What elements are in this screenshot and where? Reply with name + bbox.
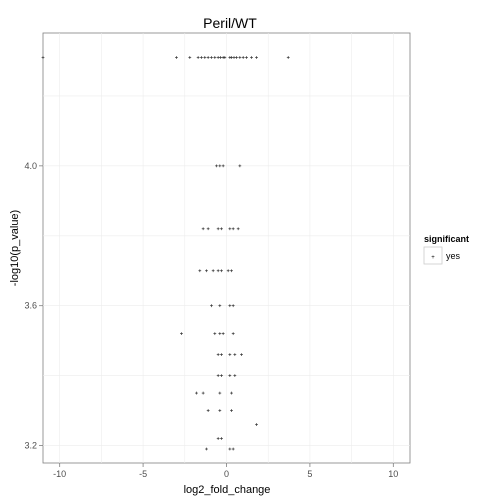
y-tick-label: 4.0 bbox=[24, 161, 37, 171]
data-points bbox=[41, 56, 290, 451]
data-point bbox=[240, 353, 243, 357]
data-point bbox=[230, 56, 233, 59]
data-point bbox=[216, 227, 220, 231]
x-axis-ticks: -10 -5 0 5 10 bbox=[53, 463, 398, 479]
y-axis-title: -log10(p_value) bbox=[9, 210, 21, 286]
data-point bbox=[220, 353, 223, 357]
data-point bbox=[232, 56, 236, 59]
data-point bbox=[255, 56, 258, 59]
data-point bbox=[200, 56, 203, 59]
data-point bbox=[41, 56, 45, 59]
x-tick-label: 5 bbox=[307, 469, 312, 479]
x-tick-label: 10 bbox=[388, 469, 398, 479]
data-point bbox=[223, 56, 227, 59]
data-point bbox=[241, 56, 245, 59]
data-point bbox=[213, 56, 217, 59]
legend-key-glyph: + bbox=[431, 255, 435, 261]
data-point bbox=[205, 447, 208, 451]
data-point bbox=[218, 332, 222, 336]
data-point bbox=[230, 409, 233, 412]
data-point bbox=[228, 227, 232, 231]
data-point bbox=[230, 269, 233, 273]
data-point bbox=[220, 227, 223, 231]
data-point bbox=[206, 409, 210, 412]
grid-lines bbox=[43, 33, 410, 463]
x-tick-label: -5 bbox=[139, 469, 147, 479]
y-tick-label: 3.2 bbox=[24, 441, 37, 451]
data-point bbox=[221, 332, 225, 336]
legend-label-yes: yes bbox=[446, 251, 461, 261]
data-point bbox=[228, 304, 232, 308]
data-point bbox=[228, 353, 232, 357]
data-point bbox=[220, 437, 223, 440]
legend: significant + yes bbox=[423, 234, 469, 265]
data-point bbox=[216, 374, 220, 378]
data-point bbox=[218, 304, 222, 308]
data-point bbox=[203, 56, 207, 59]
data-point bbox=[218, 164, 222, 168]
x-tick-label: 0 bbox=[224, 469, 229, 479]
data-point bbox=[216, 437, 220, 440]
data-point bbox=[205, 269, 208, 273]
data-point bbox=[215, 164, 218, 168]
data-point bbox=[238, 164, 242, 168]
data-point bbox=[228, 374, 232, 378]
data-point bbox=[210, 56, 213, 59]
x-tick-label: -10 bbox=[53, 469, 66, 479]
data-point bbox=[220, 374, 223, 378]
data-point bbox=[231, 304, 235, 308]
data-point bbox=[198, 269, 202, 273]
data-point bbox=[233, 374, 237, 378]
data-point bbox=[196, 56, 200, 59]
data-point bbox=[250, 56, 253, 59]
data-point bbox=[195, 391, 198, 395]
data-point bbox=[228, 447, 232, 451]
data-point bbox=[231, 227, 235, 231]
data-point bbox=[245, 56, 248, 59]
data-point bbox=[201, 227, 205, 231]
data-point bbox=[238, 56, 242, 59]
data-point bbox=[221, 164, 225, 168]
data-point bbox=[180, 332, 183, 336]
data-point bbox=[216, 353, 220, 357]
legend-key bbox=[423, 246, 443, 265]
data-point bbox=[175, 56, 178, 59]
data-point bbox=[231, 332, 235, 336]
y-tick-label: 3.6 bbox=[24, 301, 37, 311]
data-point bbox=[231, 447, 235, 451]
data-point bbox=[218, 391, 222, 395]
data-point bbox=[216, 269, 220, 273]
y-axis-ticks: 3.2 3.6 4.0 bbox=[24, 161, 43, 451]
data-point bbox=[286, 56, 290, 59]
data-point bbox=[188, 56, 192, 59]
data-point bbox=[220, 269, 223, 273]
data-point bbox=[218, 409, 222, 412]
data-point bbox=[236, 227, 240, 231]
data-point bbox=[206, 227, 210, 231]
data-point bbox=[201, 391, 205, 395]
data-point bbox=[233, 353, 237, 357]
data-point bbox=[210, 304, 213, 308]
chart-title: Peril/WT bbox=[203, 15, 257, 31]
data-point bbox=[213, 332, 217, 336]
data-point bbox=[226, 269, 230, 273]
x-axis-title: log2_fold_change bbox=[184, 484, 271, 496]
data-point bbox=[219, 56, 223, 59]
data-point bbox=[255, 423, 258, 426]
data-point bbox=[230, 391, 233, 395]
data-point bbox=[216, 56, 220, 59]
legend-title: significant bbox=[424, 234, 469, 244]
data-point bbox=[206, 56, 210, 59]
data-point bbox=[211, 269, 215, 273]
data-point bbox=[235, 56, 238, 59]
